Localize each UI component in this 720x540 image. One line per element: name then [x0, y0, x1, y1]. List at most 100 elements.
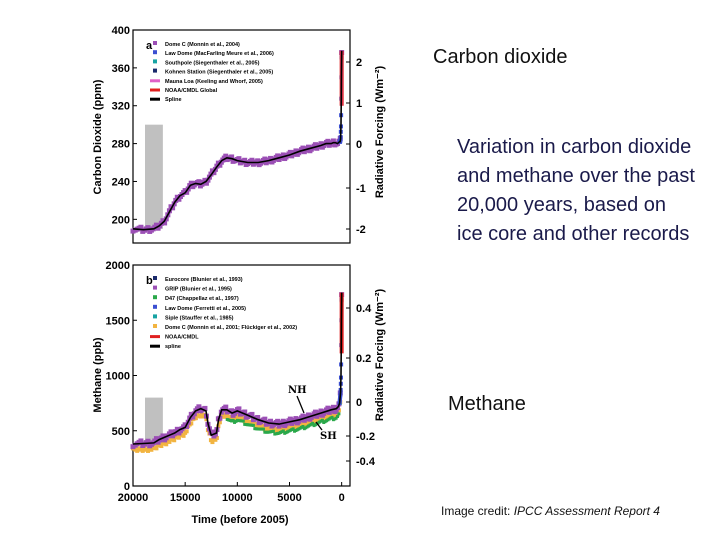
- p1-point-76: [249, 411, 255, 417]
- p0-point-23: [170, 205, 176, 211]
- p1-legend-entry-7: spline: [165, 344, 181, 350]
- x-tick-label-1: 15000: [170, 492, 201, 504]
- p0-point-103: [287, 149, 293, 155]
- p0-point-67: [236, 156, 242, 162]
- p0-point-40: [196, 179, 202, 185]
- p1-point-domec-2: [135, 448, 140, 453]
- p1-point-domec-32: [184, 429, 189, 434]
- p1-point-17: [160, 433, 166, 439]
- p1-legend-swatch-1: [153, 285, 157, 290]
- p1-point-domec-54: [217, 420, 222, 425]
- p1-point-domec-49: [210, 440, 215, 445]
- p0-point-80: [255, 158, 261, 164]
- p1-legend-entry-0: Eurocore (Blunier et al., 1993): [165, 277, 243, 283]
- p0-point-125: [318, 141, 324, 147]
- p1-point-54: [217, 415, 223, 421]
- p0-point-8: [145, 225, 151, 231]
- p1-point-domec-30: [181, 433, 186, 438]
- p0-point-27: [176, 196, 182, 202]
- p1-y-tick-label-1: 500: [112, 426, 130, 438]
- p1-point-130: [325, 405, 331, 411]
- p0-y-tick-label-1: 240: [112, 176, 130, 188]
- p1-point-domec-65: [234, 416, 239, 421]
- p1-y-tick-label-0: 0: [124, 481, 130, 493]
- p1-panel-label: b: [146, 275, 153, 287]
- p1-shaded-interval: [145, 397, 163, 448]
- p0-y-tick-label-5: 400: [112, 25, 130, 37]
- p1-y2-tick-label-1: 0.2: [356, 353, 371, 365]
- p1-point-d47-126: [320, 418, 324, 422]
- p0-shaded-interval: [145, 124, 163, 229]
- p1-point-domec-101: [285, 427, 290, 432]
- p0-y2-tick-label-1: 1: [356, 98, 362, 110]
- p0-plot-frame: [132, 29, 351, 244]
- p0-y-tick-label-2: 280: [112, 139, 130, 151]
- p1-point-domec-45: [204, 417, 209, 422]
- annotation-sh: SH: [320, 431, 337, 442]
- p0-point-35: [188, 180, 194, 186]
- p0-y-axis-label: Carbon Dioxide (ppm): [92, 79, 104, 194]
- p0-y2-tick-label-4: -2: [356, 224, 366, 236]
- p1-point-domec-10: [149, 447, 154, 452]
- p0-legend-swatch-0: [153, 41, 157, 45]
- p1-point-domec-109: [296, 424, 301, 429]
- p0-point-107: [293, 148, 299, 154]
- p1-legend-swatch-5: [153, 324, 157, 328]
- p1-point-d47-84: [261, 427, 265, 431]
- p1-point-35: [188, 411, 194, 417]
- x-tick-label-0: 20000: [118, 492, 149, 504]
- p0-y2-tick-label-2: 0: [356, 139, 362, 151]
- p1-spline-line: [132, 292, 343, 445]
- p1-point-40: [196, 404, 202, 410]
- p1-point-domec-138: [336, 408, 341, 413]
- p1-y2-tick-label-2: 0: [356, 397, 362, 409]
- p1-point-26: [174, 426, 180, 432]
- p0-point-18: [162, 220, 168, 226]
- p0-point-32: [184, 189, 190, 195]
- p1-point-49: [209, 429, 215, 435]
- p1-point-domec-38: [193, 416, 198, 421]
- p1-y2-tick-label-0: 0.4: [356, 303, 372, 315]
- p0-point-76: [249, 157, 255, 163]
- p1-y-tick-label-3: 1500: [106, 315, 130, 327]
- p1-point-d47-98: [281, 429, 285, 433]
- p1-point-80: [255, 414, 261, 420]
- p1-point-d47-137: [336, 415, 340, 419]
- heading-carbon-dioxide: Carbon dioxide: [433, 46, 568, 68]
- p1-y2-tick-label-4: -0.4: [356, 456, 376, 468]
- p1-legend-entry-3: Law Dome (Ferretti et al., 2005): [165, 306, 246, 312]
- p0-legend-entry-6: Spline: [165, 97, 182, 103]
- p0-point-58: [223, 153, 229, 159]
- p1-point-67: [236, 406, 242, 412]
- p1-legend-entry-2: D47 (Chappellaz et al., 1997): [165, 296, 239, 302]
- p1-y-axis-label: Methane (ppb): [92, 337, 104, 412]
- p1-point-domec-59: [225, 414, 230, 419]
- p1-legend-entry-4: Siple (Stauffer et al., 1985): [165, 315, 234, 321]
- slide-description: Variation in carbon dioxide and methane …: [457, 136, 695, 245]
- p1-point-134: [330, 404, 336, 410]
- annotation-nh-arrow: [296, 395, 305, 414]
- p1-point-8: [145, 438, 151, 444]
- p0-point-45: [203, 180, 209, 186]
- p1-point-domec-19: [164, 442, 169, 447]
- annotation-nh: NH: [288, 385, 307, 396]
- p1-point-d47-138: [337, 412, 341, 416]
- p1-point-d47-119: [311, 421, 315, 425]
- p0-point-134: [330, 138, 336, 144]
- p1-point-98: [280, 418, 286, 424]
- p1-point-44: [202, 405, 208, 411]
- p0-point-50: [211, 170, 217, 176]
- annotation-sh-arrow: [315, 421, 323, 431]
- p0-point-94: [275, 153, 281, 159]
- p0-y-tick-label-0: 200: [112, 214, 130, 226]
- p0-legend-entry-2: Southpole (Siegenthaler et al., 2005): [165, 60, 260, 66]
- p1-point-d47-63: [231, 418, 235, 422]
- p1-legend-swatch-0: [153, 276, 157, 280]
- x-tick-label-3: 5000: [277, 492, 301, 504]
- p1-point-domec-16: [159, 444, 164, 449]
- p1-legend-swatch-3: [153, 304, 157, 309]
- p1-point-domec-41: [198, 414, 203, 419]
- p0-legend-entry-0: Dome C (Monnin et al., 2004): [165, 42, 240, 48]
- p1-point-d47-70: [241, 419, 245, 423]
- p0-spline-line: [132, 50, 343, 231]
